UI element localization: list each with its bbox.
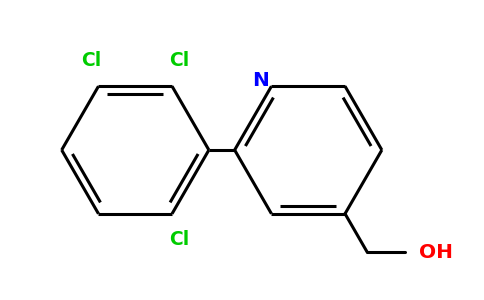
Text: Cl: Cl [169,51,190,70]
Text: Cl: Cl [169,230,190,249]
Text: N: N [252,71,269,90]
Text: Cl: Cl [81,51,101,70]
Text: OH: OH [419,242,453,262]
